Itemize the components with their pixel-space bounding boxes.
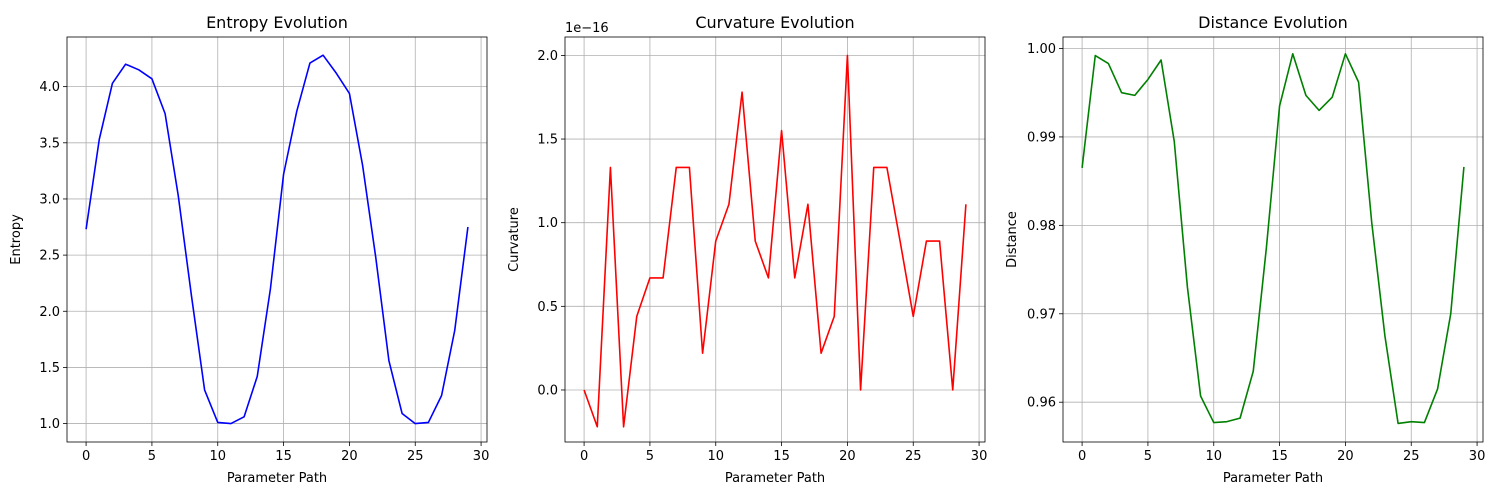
chart-panel-2: 0 5 10 15 20 25 30 0.0 0.5 1.0 1.5 2.0 Curvature Evo… <box>507 13 987 486</box>
axes-frame <box>1062 36 1484 443</box>
chart-panel-3: 0 5 10 15 20 25 30 0.96 0.97 0.98 0.99 1.00 Distance… <box>1005 13 1485 486</box>
x-tick-label: 0 <box>1078 449 1086 464</box>
y-tick-label: 2.0 <box>39 305 60 320</box>
y-tick-label: 1.5 <box>39 361 60 376</box>
y-tick-label: 0.96 <box>1027 396 1056 411</box>
y-tick-label: 0.98 <box>1027 219 1056 234</box>
y-tick-label: 1.5 <box>537 133 558 148</box>
axes-frame <box>564 36 986 443</box>
x-tick-label: 15 <box>1271 449 1288 464</box>
x-tick-label: 10 <box>1205 449 1222 464</box>
x-tick-label: 20 <box>839 449 856 464</box>
series-line <box>583 54 967 428</box>
chart-title: Entropy Evolution <box>206 13 348 32</box>
series-line <box>85 54 469 425</box>
y-tick-label: 0.99 <box>1027 130 1056 145</box>
y-offset-label: 1e−16 <box>565 21 609 36</box>
axes-frame <box>66 36 488 443</box>
y-tick-label: 0.5 <box>537 300 558 315</box>
x-tick-label: 20 <box>341 449 358 464</box>
series-line <box>1081 52 1465 425</box>
x-tick-label: 30 <box>1469 449 1486 464</box>
x-tick-label: 25 <box>1403 449 1420 464</box>
chart-panel-1: 0 5 10 15 20 25 30 1.0 1.5 2.0 2.5 3.0 3.5 4.0 Entropy… <box>9 13 489 486</box>
x-tick-label: 0 <box>580 449 588 464</box>
y-tick-label: 1.0 <box>537 216 558 231</box>
charts-container: 0 5 10 15 20 25 30 1.0 1.5 2.0 2.5 3.0 3.5 4.0 Entropy… <box>9 13 1485 486</box>
x-tick-label: 30 <box>971 449 988 464</box>
y-tick-label: 4.0 <box>39 80 60 95</box>
x-tick-label: 15 <box>275 449 292 464</box>
chart-title: Distance Evolution <box>1198 13 1348 32</box>
y-tick-label: 3.0 <box>39 192 60 207</box>
x-tick-label: 10 <box>707 449 724 464</box>
y-tick-label: 1.0 <box>39 417 60 432</box>
x-tick-label: 0 <box>82 449 90 464</box>
x-tick-label: 25 <box>407 449 424 464</box>
y-tick-label: 2.5 <box>39 249 60 264</box>
y-tick-label: 2.0 <box>537 49 558 64</box>
x-axis-label: Parameter Path <box>1223 471 1323 486</box>
y-axis-label: Curvature <box>507 207 522 272</box>
y-tick-label: 0.97 <box>1027 307 1056 322</box>
x-tick-label: 10 <box>209 449 226 464</box>
y-axis-label: Distance <box>1005 211 1020 268</box>
y-tick-label: 3.5 <box>39 136 60 151</box>
x-tick-label: 15 <box>773 449 790 464</box>
x-tick-label: 5 <box>1144 449 1152 464</box>
x-tick-label: 5 <box>148 449 156 464</box>
y-tick-label: 0.0 <box>537 383 558 398</box>
y-axis-label: Entropy <box>9 214 24 265</box>
y-tick-label: 1.00 <box>1027 42 1056 57</box>
x-tick-label: 30 <box>473 449 490 464</box>
x-tick-label: 5 <box>646 449 654 464</box>
chart-title: Curvature Evolution <box>695 13 854 32</box>
x-axis-label: Parameter Path <box>725 471 825 486</box>
x-tick-label: 25 <box>905 449 922 464</box>
x-tick-label: 20 <box>1337 449 1354 464</box>
x-axis-label: Parameter Path <box>227 471 327 486</box>
